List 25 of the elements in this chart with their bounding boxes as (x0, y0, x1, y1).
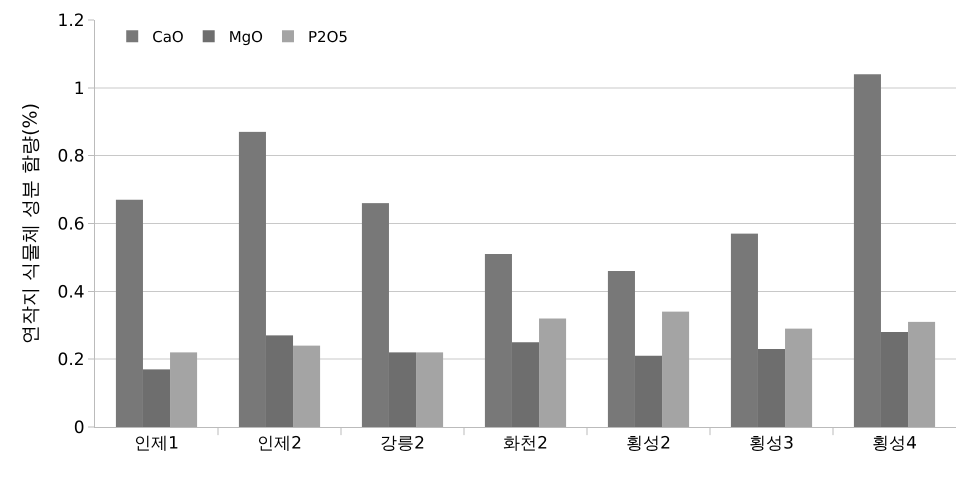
x-tick-label: 화천2 (503, 433, 548, 454)
y-tick-label: 1 (74, 78, 85, 99)
legend-label: MgO (228, 28, 263, 46)
bar (662, 312, 690, 427)
y-tick-label: 0.6 (58, 214, 85, 234)
y-axis-title: 연작지 식물체 성분 함량(%) (19, 103, 42, 344)
x-tick-label: 횡성2 (626, 433, 671, 454)
y-tick-label: 0 (74, 418, 85, 438)
y-tick-label: 1.2 (58, 10, 85, 31)
bar (293, 346, 320, 427)
bar (170, 352, 198, 427)
y-tick-label: 0.2 (58, 350, 85, 370)
x-tick-label: 횡성4 (872, 433, 917, 454)
legend-label: P2O5 (308, 28, 348, 46)
x-tick-label: 횡성3 (749, 433, 794, 454)
x-tick-label: 인제1 (134, 433, 179, 454)
bar (416, 352, 444, 427)
y-tick-label: 0.8 (58, 146, 85, 167)
x-tick-label: 강릉2 (380, 433, 425, 454)
legend-label: CaO (152, 28, 184, 46)
x-tick-label: 인제2 (257, 433, 302, 454)
bar (785, 328, 812, 427)
bar (539, 318, 566, 427)
y-tick-label: 0.4 (58, 282, 85, 302)
bar (908, 322, 936, 427)
